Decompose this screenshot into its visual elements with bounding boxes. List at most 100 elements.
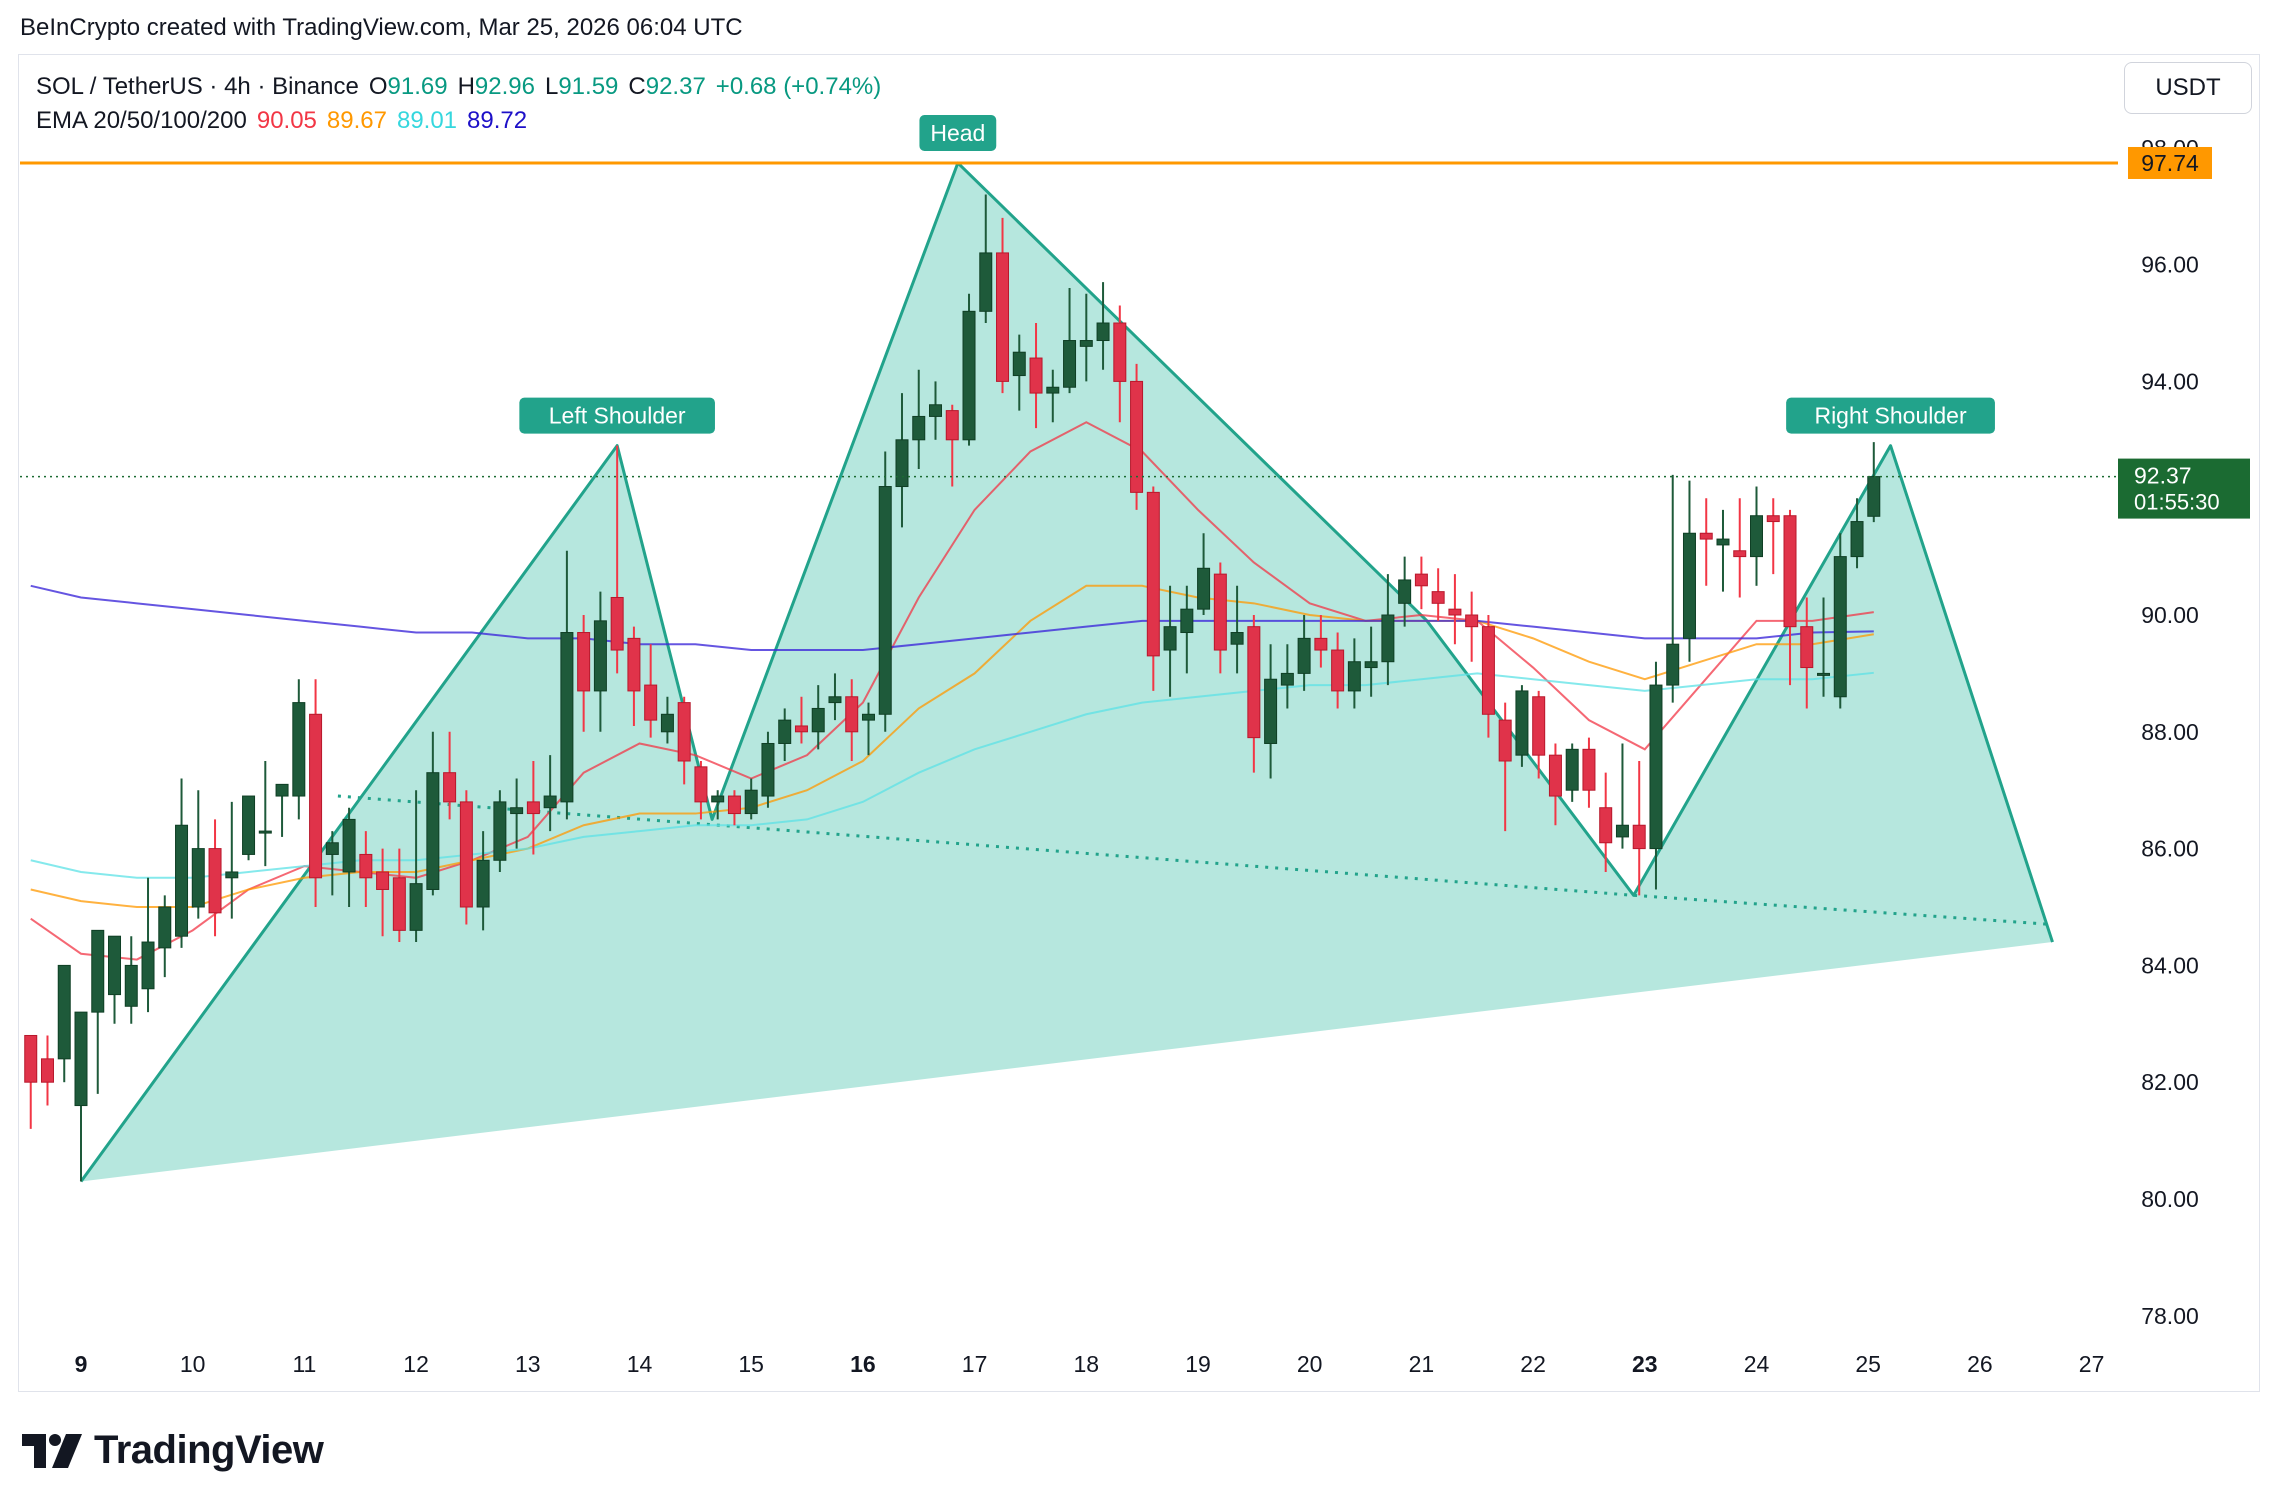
candle-body [476, 859, 490, 908]
candle [1297, 615, 1311, 691]
candle-body [660, 713, 674, 733]
candle [727, 790, 741, 826]
x-tick-label: 13 [515, 1351, 541, 1377]
y-tick-label: 86.00 [2141, 836, 2199, 862]
candle-body [1582, 748, 1596, 791]
legend-low-label: L [544, 73, 559, 100]
candle [325, 831, 339, 896]
legend-ema100: 89.01 [396, 107, 458, 134]
candle [1113, 305, 1127, 423]
legend-change: +0.68 (+0.74%) [715, 73, 882, 100]
candle [1750, 486, 1763, 586]
candle [1800, 597, 1814, 709]
pattern-label-text: Head [930, 120, 985, 146]
candle [1347, 638, 1361, 709]
x-tick-label: 10 [180, 1351, 206, 1377]
candle-body [1180, 608, 1194, 634]
candle [359, 831, 373, 907]
legend-ema200: 89.72 [467, 107, 528, 134]
candle-body [376, 871, 390, 890]
price-countdown-text: 01:55:30 [2134, 490, 2220, 515]
candle [158, 895, 172, 978]
tradingview-logo[interactable]: TradingView [22, 1428, 324, 1473]
candle [1331, 632, 1345, 709]
candle-body [929, 404, 943, 417]
candle [811, 685, 825, 750]
candle [1314, 615, 1328, 668]
legend-symbol[interactable]: SOL / TetherUS · 4h · Binance [36, 73, 359, 100]
x-tick-label: 18 [1074, 1351, 1100, 1377]
x-tick-label: 12 [403, 1351, 429, 1377]
legend-high-label: H [457, 73, 475, 100]
candle [1364, 626, 1378, 697]
candle [895, 393, 909, 528]
candle [1850, 498, 1864, 569]
candle-body [124, 964, 138, 1007]
candle [627, 626, 641, 726]
candle-body [1682, 532, 1696, 639]
candle [1180, 585, 1194, 674]
candle-body [1548, 754, 1562, 797]
candle-body [158, 906, 172, 949]
chart-frame [18, 54, 2260, 1392]
x-tick-label: 16 [850, 1351, 876, 1377]
candle-body [225, 871, 239, 879]
x-tick-label: 19 [1185, 1351, 1211, 1377]
candle [1063, 287, 1077, 394]
currency-button[interactable]: USDT [2124, 62, 2252, 114]
candle-body [493, 801, 507, 861]
candle-body [1331, 649, 1345, 692]
candle [610, 445, 624, 674]
tradingview-logo-text: TradingView [94, 1428, 324, 1472]
candle [191, 790, 205, 919]
candle [1280, 644, 1294, 709]
candle-body [443, 772, 457, 803]
tradingview-logo-icon [22, 1433, 82, 1468]
candle-body [409, 883, 423, 931]
candle [476, 831, 490, 931]
candle [1599, 772, 1613, 872]
y-tick-label: 78.00 [2141, 1303, 2199, 1329]
y-tick-label: 82.00 [2141, 1069, 2199, 1095]
candle-body [778, 719, 792, 744]
legend-ema-label[interactable]: EMA 20/50/100/200 [36, 107, 247, 134]
pattern-label-text: Left Shoulder [549, 403, 686, 429]
candle [577, 615, 591, 732]
x-tick-label: 27 [2079, 1351, 2105, 1377]
candle-body [1481, 626, 1495, 715]
candle [1046, 369, 1060, 423]
candle [342, 807, 356, 907]
candle-body [610, 596, 624, 651]
candle [845, 679, 859, 761]
legend-ohlc-row: SOL / TetherUS · 4h · Binance O91.69 H92.9… [36, 70, 881, 104]
candle [91, 929, 105, 1094]
candle [1213, 562, 1227, 674]
candle [1096, 282, 1110, 370]
candle-body [1599, 807, 1613, 844]
legend-open-label: O [368, 73, 388, 100]
candle-body [593, 620, 607, 692]
candle [1230, 585, 1244, 674]
candle-body [392, 877, 406, 931]
candle-body [1314, 637, 1328, 651]
candle-body [895, 439, 909, 488]
pattern-label-text: Right Shoulder [1814, 403, 1966, 429]
overlays: Left Shoulder Head Right Shoulder [20, 114, 2118, 478]
candle [376, 848, 390, 937]
candle-body [426, 772, 440, 890]
candle [1247, 615, 1261, 773]
candle [208, 819, 222, 937]
candle-body [1532, 696, 1546, 756]
candle [1481, 615, 1495, 738]
x-tick-label: 9 [75, 1351, 88, 1377]
last-price-text: 92.37 [2134, 463, 2192, 489]
candle [861, 702, 875, 756]
candle-body [275, 783, 289, 797]
candle-body [1230, 632, 1244, 645]
legend-close: 92.37 [645, 73, 706, 100]
candle-body [1096, 322, 1110, 342]
legend-ema-row: EMA 20/50/100/200 90.05 89.67 89.01 89.72 [36, 104, 881, 138]
candle [593, 591, 607, 732]
candle [526, 761, 540, 855]
